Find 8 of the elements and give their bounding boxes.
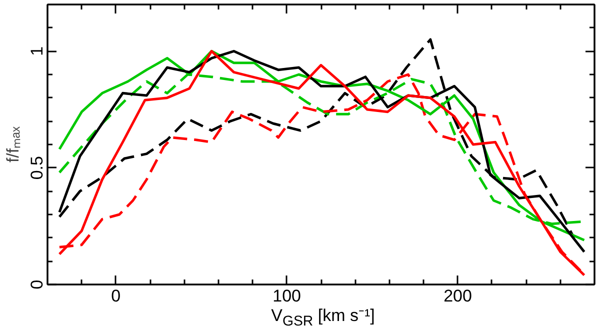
y-tick-label: 1 bbox=[28, 46, 46, 56]
x-tick-label: 0 bbox=[111, 286, 121, 306]
x-axis-title: V$_{GSR}$ [km s⁻¹] bbox=[271, 305, 375, 332]
y-tick-label: 0 bbox=[28, 280, 46, 290]
y-axis-title: f/fₘₐₓ bbox=[4, 126, 22, 163]
y-tick-label: 0.5 bbox=[28, 156, 46, 180]
x-tick-label: 100 bbox=[272, 286, 302, 306]
x-tick-label: 200 bbox=[444, 286, 472, 306]
